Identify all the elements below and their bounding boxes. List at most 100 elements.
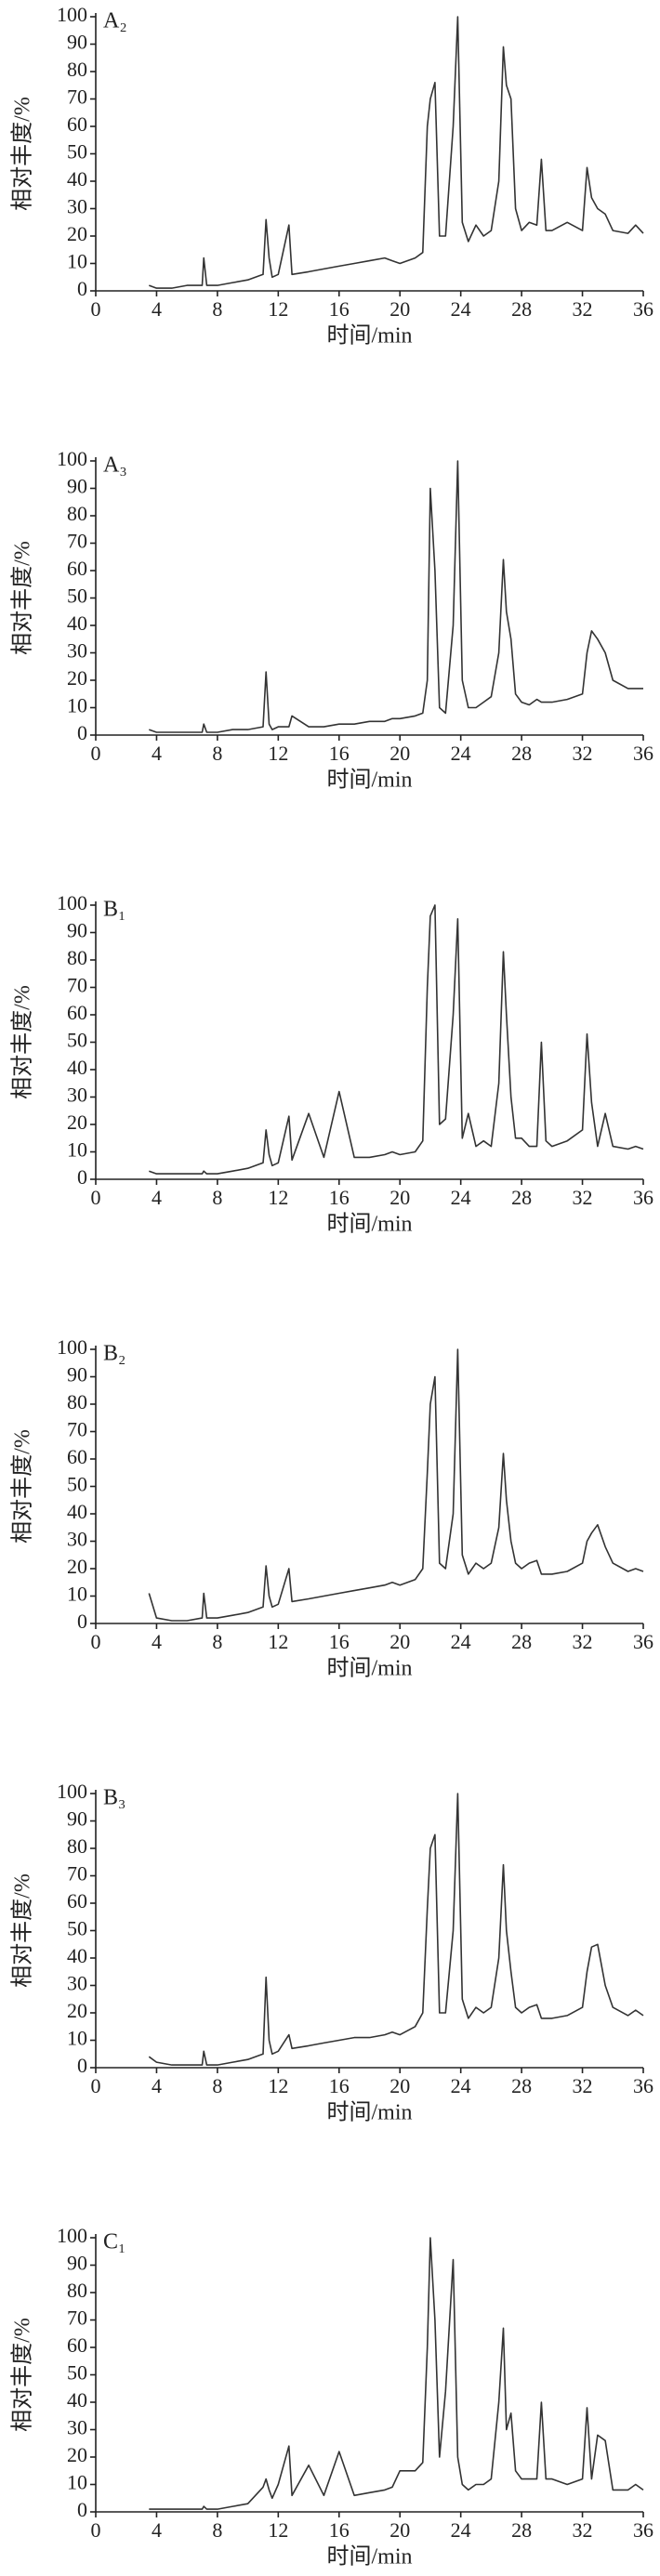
x-tick-label: 28 (511, 1630, 532, 1653)
x-tick-label: 28 (511, 2074, 532, 2097)
x-axis-title: 时间/min (326, 768, 412, 793)
y-tick-label: 20 (67, 2443, 87, 2466)
x-tick-label: 0 (91, 742, 101, 765)
y-tick-label: 100 (57, 447, 87, 470)
y-tick-label: 0 (77, 721, 87, 744)
x-tick-label: 20 (389, 2518, 410, 2542)
y-tick-label: 10 (67, 2471, 87, 2494)
y-tick-label: 0 (77, 2054, 87, 2077)
y-axis-title: 相对丰度/% (10, 985, 35, 1099)
x-tick-label: 20 (389, 1630, 410, 1653)
y-tick-label: 70 (67, 1418, 87, 1441)
x-tick-label: 28 (511, 742, 532, 765)
y-tick-label: 90 (67, 1807, 87, 1831)
x-tick-label: 24 (451, 742, 471, 765)
y-tick-label: 10 (67, 250, 87, 273)
y-tick-label: 100 (57, 1780, 87, 1803)
chromatogram-line (148, 1793, 644, 2066)
y-tick-label: 50 (67, 140, 87, 164)
y-tick-label: 10 (67, 2027, 87, 2050)
x-tick-label: 36 (633, 2518, 653, 2542)
x-tick-label: 12 (268, 742, 288, 765)
y-tick-label: 50 (67, 1029, 87, 1052)
x-tick-label: 24 (451, 297, 471, 321)
y-axis-title: 相对丰度/% (10, 1429, 35, 1544)
x-tick-label: 28 (511, 1186, 532, 1209)
x-tick-label: 12 (268, 1186, 288, 1209)
y-tick-label: 70 (67, 530, 87, 553)
x-tick-label: 16 (329, 742, 350, 765)
y-tick-label: 0 (77, 1610, 87, 1633)
x-tick-label: 4 (152, 297, 162, 321)
x-tick-label: 12 (268, 2518, 288, 2542)
x-axis-title: 时间/min (326, 323, 412, 348)
y-tick-label: 100 (57, 2224, 87, 2247)
x-tick-label: 32 (573, 2518, 593, 2542)
x-tick-label: 4 (152, 2074, 162, 2097)
x-tick-label: 32 (573, 742, 593, 765)
x-tick-label: 12 (268, 2074, 288, 2097)
y-tick-label: 80 (67, 502, 87, 525)
y-axis-title: 相对丰度/% (10, 2318, 35, 2432)
y-tick-label: 10 (67, 1138, 87, 1162)
y-tick-label: 40 (67, 2388, 87, 2412)
y-tick-label: 90 (67, 2252, 87, 2275)
x-tick-label: 24 (451, 2518, 471, 2542)
x-tick-label: 28 (511, 297, 532, 321)
y-tick-label: 50 (67, 2361, 87, 2385)
y-tick-label: 30 (67, 1528, 87, 1551)
x-tick-label: 24 (451, 2074, 471, 2097)
x-tick-label: 32 (573, 297, 593, 321)
x-tick-label: 8 (212, 2518, 222, 2542)
y-tick-label: 20 (67, 1555, 87, 1578)
y-tick-label: 80 (67, 58, 87, 81)
x-tick-label: 28 (511, 2518, 532, 2542)
y-tick-label: 90 (67, 919, 87, 942)
y-tick-label: 40 (67, 611, 87, 635)
x-axis-title: 时间/min (326, 2544, 412, 2569)
x-tick-label: 12 (268, 297, 288, 321)
x-tick-label: 8 (212, 297, 222, 321)
y-tick-label: 90 (67, 1363, 87, 1387)
y-tick-label: 60 (67, 2333, 87, 2357)
x-tick-label: 0 (91, 1630, 101, 1653)
x-tick-label: 8 (212, 2074, 222, 2097)
x-tick-label: 16 (329, 297, 350, 321)
y-tick-label: 80 (67, 2279, 87, 2302)
y-tick-label: 70 (67, 2307, 87, 2330)
chromatogram-line (149, 460, 643, 733)
x-tick-label: 0 (91, 2518, 101, 2542)
x-tick-label: 20 (389, 742, 410, 765)
y-tick-label: 30 (67, 195, 87, 218)
x-tick-label: 24 (451, 1630, 471, 1653)
x-tick-label: 4 (152, 2518, 162, 2542)
x-tick-label: 16 (329, 2074, 350, 2097)
x-tick-label: 36 (633, 1186, 653, 1209)
y-tick-label: 80 (67, 1834, 87, 1858)
x-tick-label: 4 (152, 1630, 162, 1653)
x-tick-label: 32 (573, 2074, 593, 2097)
x-tick-label: 8 (212, 1186, 222, 1209)
y-tick-label: 70 (67, 1862, 87, 1886)
x-tick-label: 16 (329, 1186, 350, 1209)
x-tick-label: 4 (152, 1186, 162, 1209)
x-tick-label: 24 (451, 1186, 471, 1209)
y-tick-label: 0 (77, 1165, 87, 1189)
x-tick-label: 32 (573, 1630, 593, 1653)
x-tick-label: 12 (268, 1630, 288, 1653)
y-tick-label: 30 (67, 2416, 87, 2439)
y-tick-label: 60 (67, 1001, 87, 1024)
x-tick-label: 36 (633, 742, 653, 765)
y-tick-label: 0 (77, 277, 87, 300)
y-tick-label: 60 (67, 1445, 87, 1468)
x-tick-label: 8 (212, 1630, 222, 1653)
x-tick-label: 36 (633, 1630, 653, 1653)
y-tick-label: 30 (67, 1084, 87, 1107)
x-tick-label: 16 (329, 1630, 350, 1653)
y-tick-label: 30 (67, 1972, 87, 1995)
panel-label: B₃ (103, 1786, 125, 1810)
y-tick-label: 10 (67, 1583, 87, 1606)
x-axis-title: 时间/min (326, 1212, 412, 1237)
y-tick-label: 20 (67, 1111, 87, 1134)
y-axis-title: 相对丰度/% (10, 97, 35, 211)
